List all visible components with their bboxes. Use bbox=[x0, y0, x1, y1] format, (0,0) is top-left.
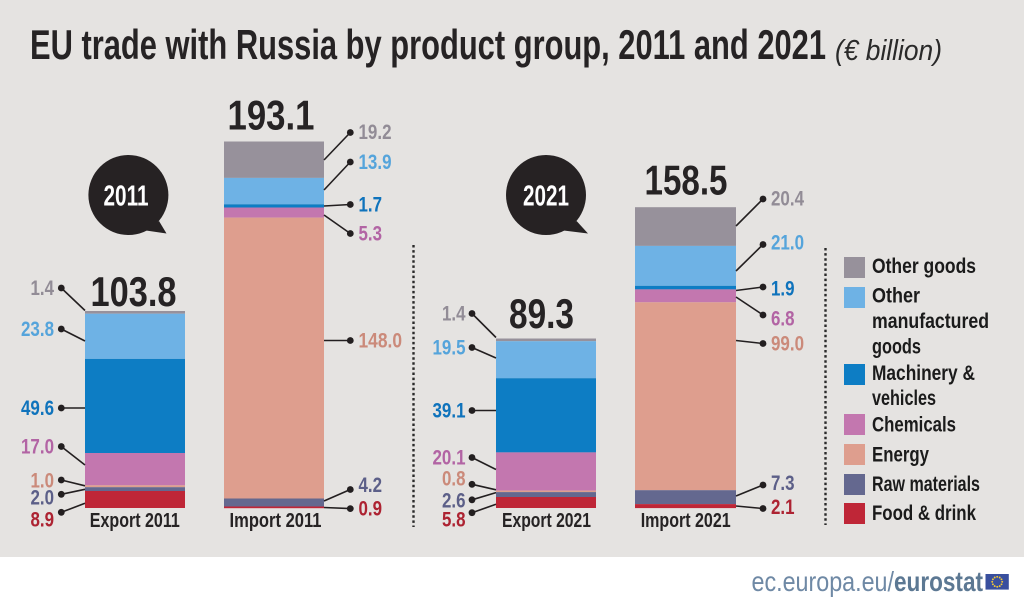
svg-text:1.7: 1.7 bbox=[359, 194, 383, 217]
svg-text:(€ billion): (€ billion) bbox=[835, 35, 942, 67]
svg-text:1.4: 1.4 bbox=[31, 277, 55, 300]
svg-text:4.2: 4.2 bbox=[359, 474, 383, 497]
svg-text:1.0: 1.0 bbox=[31, 470, 55, 493]
svg-text:17.0: 17.0 bbox=[21, 436, 54, 459]
svg-text:Machinery &: Machinery & bbox=[872, 362, 975, 385]
svg-text:103.8: 103.8 bbox=[91, 268, 177, 315]
svg-text:Raw materials: Raw materials bbox=[872, 473, 980, 496]
svg-text:193.1: 193.1 bbox=[228, 92, 315, 139]
svg-text:23.8: 23.8 bbox=[21, 318, 54, 341]
svg-text:19.5: 19.5 bbox=[433, 337, 466, 360]
svg-text:Other goods: Other goods bbox=[872, 255, 976, 278]
svg-text:Chemicals: Chemicals bbox=[872, 414, 956, 437]
svg-text:21.0: 21.0 bbox=[771, 232, 804, 255]
svg-text:148.0: 148.0 bbox=[359, 330, 403, 353]
svg-text:20.1: 20.1 bbox=[433, 447, 466, 470]
svg-text:eurostat: eurostat bbox=[894, 566, 983, 597]
svg-text:Export 2021: Export 2021 bbox=[502, 509, 591, 532]
svg-text:2.6: 2.6 bbox=[442, 489, 466, 512]
svg-text:Other: Other bbox=[872, 285, 920, 308]
svg-text:2.0: 2.0 bbox=[31, 486, 55, 509]
svg-text:EU trade with Russia by produc: EU trade with Russia by product group, 2… bbox=[30, 21, 826, 68]
svg-text:99.0: 99.0 bbox=[771, 333, 804, 356]
svg-text:0.8: 0.8 bbox=[442, 468, 466, 491]
svg-text:2011: 2011 bbox=[104, 181, 149, 213]
svg-text:Import 2011: Import 2011 bbox=[230, 509, 322, 532]
svg-text:Export 2011: Export 2011 bbox=[90, 509, 180, 532]
svg-text:1.4: 1.4 bbox=[442, 303, 466, 326]
svg-text:Energy: Energy bbox=[872, 444, 929, 467]
svg-text:49.6: 49.6 bbox=[21, 397, 54, 420]
svg-text:6.8: 6.8 bbox=[771, 308, 795, 331]
svg-text:20.4: 20.4 bbox=[771, 188, 804, 211]
svg-text:vehicles: vehicles bbox=[872, 387, 936, 410]
svg-text:2.1: 2.1 bbox=[771, 496, 795, 519]
svg-text:8.9: 8.9 bbox=[31, 509, 55, 532]
svg-text:2021: 2021 bbox=[523, 181, 569, 213]
svg-text:39.1: 39.1 bbox=[433, 400, 466, 423]
svg-text:manufactured: manufactured bbox=[872, 310, 989, 333]
svg-text:0.9: 0.9 bbox=[359, 498, 383, 521]
svg-text:7.3: 7.3 bbox=[771, 472, 795, 495]
svg-text:Food & drink: Food & drink bbox=[872, 502, 976, 525]
svg-text:goods: goods bbox=[872, 336, 921, 359]
svg-text:13.9: 13.9 bbox=[359, 151, 392, 174]
svg-text:5.8: 5.8 bbox=[442, 509, 466, 532]
svg-text:19.2: 19.2 bbox=[359, 121, 392, 144]
svg-text:89.3: 89.3 bbox=[509, 290, 574, 337]
svg-text:ec.europa.eu/: ec.europa.eu/ bbox=[752, 566, 895, 597]
svg-text:5.3: 5.3 bbox=[359, 223, 383, 246]
svg-text:Import 2021: Import 2021 bbox=[641, 509, 731, 532]
svg-text:158.5: 158.5 bbox=[645, 157, 728, 204]
svg-text:1.9: 1.9 bbox=[771, 278, 795, 301]
